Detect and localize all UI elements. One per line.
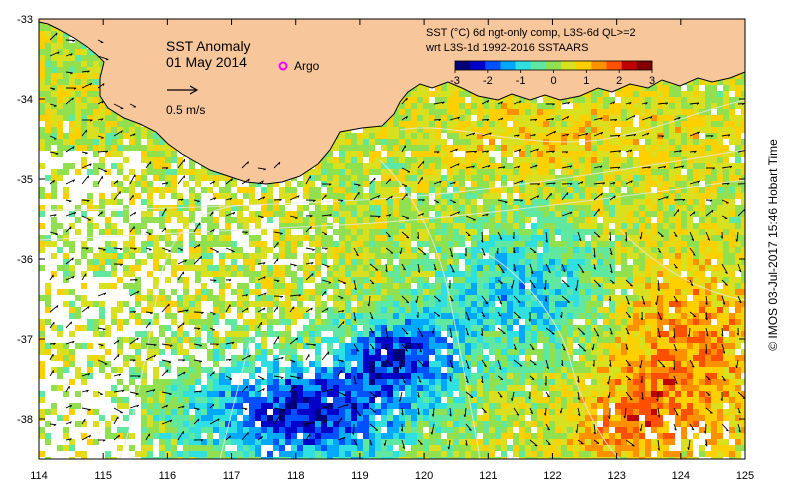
x-tick-label: 125 xyxy=(736,470,754,482)
contour-lines xyxy=(39,99,745,459)
x-tick-label: 117 xyxy=(223,470,241,482)
x-axis: 114 115 116 117 118 119 120 121 122 123 124 125 xyxy=(30,19,754,482)
colorbar-tick-label: 1 xyxy=(583,75,589,87)
credit-text: © IMOS 03-Jul-2017 15:46 Hobart Time xyxy=(766,139,780,351)
x-tick-label: 122 xyxy=(543,470,561,482)
x-tick-label: 119 xyxy=(351,470,369,482)
argo-legend: Argo xyxy=(278,59,320,73)
y-tick-label: -33 xyxy=(17,14,33,26)
current-vectors xyxy=(49,32,745,451)
scale-vector-label: 0.5 m/s xyxy=(166,103,205,117)
y-tick-label: -37 xyxy=(17,334,33,346)
y-axis: -33-34-35-36-37-38 xyxy=(17,14,745,426)
product-description-line2: wrt L3S-1d 1992-2016 SSTAARS xyxy=(425,42,588,54)
x-tick-label: 121 xyxy=(479,470,497,482)
x-tick-label: 124 xyxy=(672,470,690,482)
colorbar-tick-label: -2 xyxy=(483,75,493,87)
colorbar-tick-label: 0 xyxy=(550,75,556,87)
map-date: 01 May 2014 xyxy=(166,54,247,70)
y-tick-label: -38 xyxy=(17,414,33,426)
colorbar-tick-label: -1 xyxy=(516,75,526,87)
colorbar-tick-label: -3 xyxy=(450,75,460,87)
colorbar-ticks: -3 -2 -1 0 1 2 3 xyxy=(450,70,655,87)
argo-marker-icon xyxy=(278,61,288,71)
scale-arrowhead-icon xyxy=(189,85,199,95)
y-tick-label: -36 xyxy=(17,254,33,266)
product-description-line1: SST (°C) 6d ngt-only comp, L3S-6d QL>=2 xyxy=(426,27,636,39)
x-tick-label: 118 xyxy=(287,470,305,482)
x-tick-label: 114 xyxy=(30,470,48,482)
x-tick-label: 115 xyxy=(94,470,112,482)
x-tick-label: 123 xyxy=(607,470,625,482)
scale-vector: 0.5 m/s xyxy=(166,85,205,117)
y-tick-label: -34 xyxy=(17,94,33,106)
plot-frame xyxy=(38,18,746,460)
x-tick-label: 120 xyxy=(415,470,433,482)
x-tick-label: 116 xyxy=(159,470,177,482)
colorbar-tick-label: 2 xyxy=(616,75,622,87)
map-title: SST Anomaly xyxy=(166,38,251,54)
argo-label: Argo xyxy=(294,59,320,73)
colorbar xyxy=(454,60,653,71)
colorbar-tick-label: 3 xyxy=(649,75,655,87)
y-tick-label: -35 xyxy=(17,174,33,186)
land-mass xyxy=(39,19,745,185)
